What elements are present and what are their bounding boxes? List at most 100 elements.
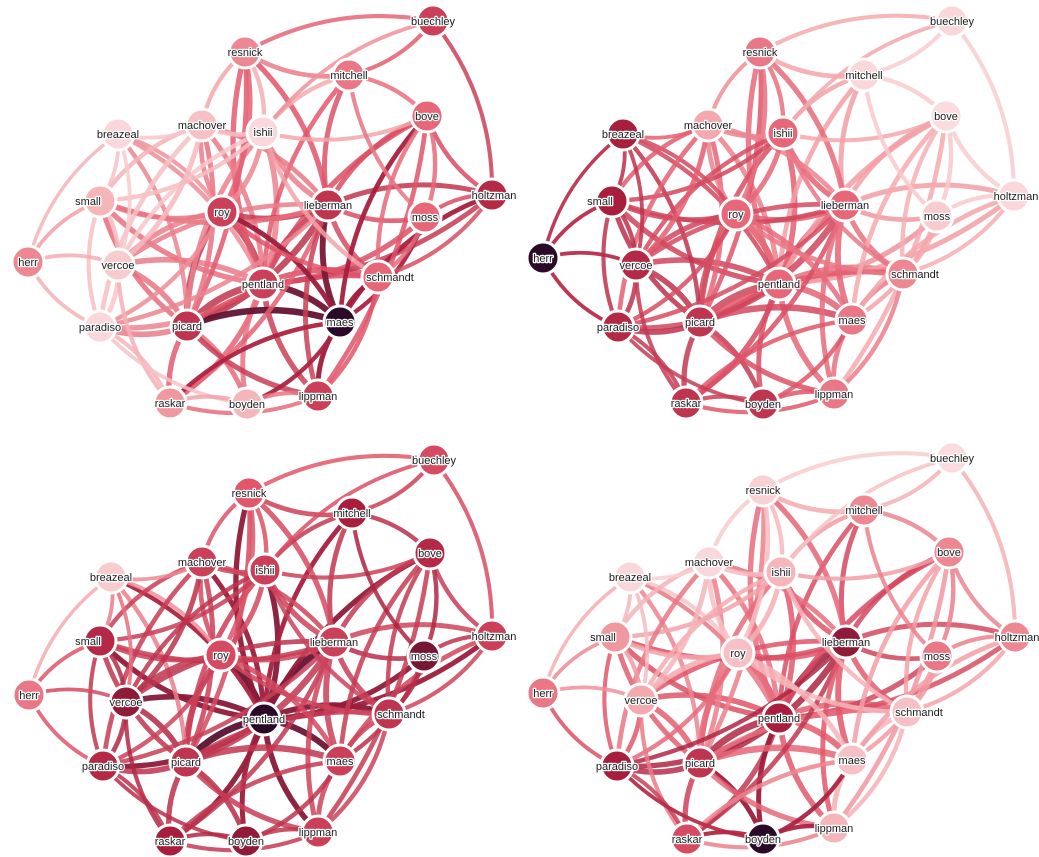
node-mitchell[interactable]: mitchell — [844, 492, 884, 528]
node-resnick[interactable]: resnick — [741, 34, 779, 70]
node-label-machover: machover — [178, 557, 227, 569]
node-roy[interactable]: roy — [720, 635, 756, 671]
node-breazeal[interactable]: breazeal — [96, 116, 140, 152]
node-resnick[interactable]: resnick — [226, 34, 264, 70]
node-small[interactable]: small — [74, 623, 118, 659]
node-mitchell[interactable]: mitchell — [329, 57, 369, 93]
node-buechley[interactable]: buechley — [929, 440, 976, 476]
node-bove[interactable]: bove — [931, 534, 967, 570]
node-schmandt[interactable]: schmandt — [360, 259, 415, 295]
node-maes[interactable]: maes — [834, 742, 870, 778]
edge-roy-paradiso — [97, 209, 225, 330]
node-circle-resnick — [745, 472, 781, 508]
node-lieberman[interactable]: lieberman — [309, 624, 359, 660]
node-moss[interactable]: moss — [406, 638, 442, 674]
node-holtzman[interactable]: holtzman — [992, 178, 1039, 214]
node-circle-lieberman — [310, 187, 346, 223]
node-ishii[interactable]: ishii — [245, 114, 281, 150]
node-raskar[interactable]: raskar — [152, 823, 188, 857]
node-lieberman[interactable]: lieberman — [820, 187, 870, 223]
node-pentland[interactable]: pentland — [757, 700, 801, 736]
node-resnick[interactable]: resnick — [744, 472, 782, 508]
node-herr[interactable]: herr — [10, 244, 46, 280]
node-bove[interactable]: bove — [409, 98, 445, 134]
node-breazeal[interactable]: breazeal — [89, 559, 133, 595]
node-paradiso[interactable]: paradiso — [78, 309, 122, 345]
edge-buechley-ishii — [261, 19, 435, 134]
node-label-mitchell: mitchell — [845, 505, 882, 517]
node-lippman[interactable]: lippman — [297, 814, 339, 850]
node-herr[interactable]: herr — [525, 240, 561, 276]
node-picard[interactable]: picard — [682, 304, 718, 340]
node-holtzman[interactable]: holtzman — [470, 618, 518, 654]
node-lieberman[interactable]: lieberman — [821, 624, 871, 660]
node-maes[interactable]: maes — [322, 743, 358, 779]
node-boyden[interactable]: boyden — [744, 386, 782, 422]
node-label-picard: picard — [685, 758, 715, 770]
node-ishii[interactable]: ishii — [765, 115, 801, 151]
edge-machover-paradiso — [614, 559, 712, 769]
node-machover[interactable]: machover — [684, 544, 735, 580]
node-roy[interactable]: roy — [203, 637, 239, 673]
node-circle-buechley — [934, 3, 970, 39]
node-herr[interactable]: herr — [525, 675, 561, 711]
node-moss[interactable]: moss — [919, 638, 955, 674]
node-holtzman[interactable]: holtzman — [470, 177, 518, 213]
node-herr[interactable]: herr — [11, 677, 47, 713]
node-vercoe[interactable]: vercoe — [100, 247, 136, 283]
node-raskar[interactable]: raskar — [152, 385, 188, 421]
node-ishii[interactable]: ishii — [247, 552, 283, 588]
node-lippman[interactable]: lippman — [297, 378, 339, 414]
node-schmandt[interactable]: schmandt — [885, 256, 940, 292]
node-moss[interactable]: moss — [407, 199, 443, 235]
node-mitchell[interactable]: mitchell — [844, 57, 884, 93]
node-lippman[interactable]: lippman — [813, 376, 855, 412]
node-small[interactable]: small — [74, 183, 118, 219]
node-schmandt[interactable]: schmandt — [371, 696, 426, 732]
node-buechley[interactable]: buechley — [410, 3, 457, 39]
node-boyden[interactable]: boyden — [227, 823, 265, 857]
node-maes[interactable]: maes — [322, 304, 358, 340]
node-maes[interactable]: maes — [834, 302, 870, 338]
node-machover[interactable]: machover — [177, 544, 228, 580]
node-paradiso[interactable]: paradiso — [81, 748, 125, 784]
node-roy[interactable]: roy — [204, 194, 240, 230]
node-ishii[interactable]: ishii — [763, 554, 799, 590]
node-picard[interactable]: picard — [682, 745, 718, 781]
node-moss[interactable]: moss — [919, 198, 955, 234]
node-machover[interactable]: machover — [683, 107, 734, 143]
node-lieberman[interactable]: lieberman — [303, 187, 353, 223]
node-small[interactable]: small — [586, 183, 630, 219]
node-small[interactable]: small — [589, 619, 633, 655]
node-breazeal[interactable]: breazeal — [601, 116, 645, 152]
node-boyden[interactable]: boyden — [228, 386, 266, 422]
node-raskar[interactable]: raskar — [669, 821, 705, 857]
node-buechley[interactable]: buechley — [411, 442, 458, 478]
node-paradiso[interactable]: paradiso — [595, 748, 639, 784]
node-resnick[interactable]: resnick — [230, 475, 268, 511]
edge-roy-schmandt — [219, 209, 381, 280]
node-picard[interactable]: picard — [169, 308, 205, 344]
node-machover[interactable]: machover — [177, 107, 228, 143]
node-picard[interactable]: picard — [168, 744, 204, 780]
node-roy[interactable]: roy — [718, 196, 754, 232]
node-mitchell[interactable]: mitchell — [332, 495, 372, 531]
node-pentland[interactable]: pentland — [757, 266, 801, 302]
node-buechley[interactable]: buechley — [929, 3, 976, 39]
node-bove[interactable]: bove — [412, 535, 448, 571]
node-raskar[interactable]: raskar — [668, 385, 704, 421]
node-vercoe[interactable]: vercoe — [618, 247, 654, 283]
node-bove[interactable]: bove — [928, 98, 964, 134]
edge-lieberman-machover — [705, 122, 848, 208]
node-lippman[interactable]: lippman — [813, 810, 855, 846]
node-holtzman[interactable]: holtzman — [993, 619, 1039, 655]
node-vercoe[interactable]: vercoe — [623, 682, 659, 718]
node-boyden[interactable]: boyden — [744, 821, 782, 857]
node-vercoe[interactable]: vercoe — [108, 684, 144, 720]
node-paradiso[interactable]: paradiso — [596, 309, 640, 345]
node-schmandt[interactable]: schmandt — [889, 694, 944, 730]
node-pentland[interactable]: pentland — [242, 701, 286, 737]
node-breazeal[interactable]: breazeal — [608, 559, 652, 595]
node-pentland[interactable]: pentland — [241, 266, 285, 302]
